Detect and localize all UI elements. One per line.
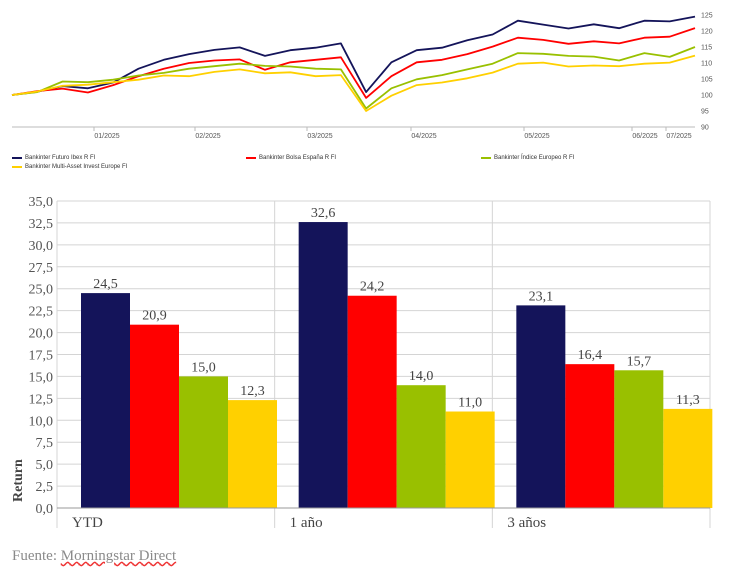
bar bbox=[516, 305, 566, 508]
legend-swatch bbox=[481, 157, 491, 159]
source-note: Fuente: Morningstar Direct bbox=[12, 548, 176, 565]
data-label: 12,3 bbox=[240, 384, 265, 399]
line-series-2 bbox=[11, 46, 696, 110]
y-tick-label: 90 bbox=[701, 125, 709, 132]
bar bbox=[81, 293, 130, 508]
y-tick-label: 30,0 bbox=[29, 239, 54, 254]
data-label: 23,1 bbox=[529, 289, 554, 304]
x-tick-label: 03/2025 bbox=[307, 133, 332, 140]
bar bbox=[396, 385, 446, 508]
category-label: 3 años bbox=[507, 515, 546, 531]
bar bbox=[228, 400, 277, 508]
bar bbox=[663, 408, 713, 508]
y-tick-label: 100 bbox=[701, 93, 713, 100]
bar bbox=[614, 370, 664, 508]
legend-label: Bankinter Futuro Ibex R FI bbox=[25, 155, 96, 161]
data-label: 32,6 bbox=[311, 206, 336, 221]
x-tick-label: 02/2025 bbox=[195, 133, 220, 140]
bar bbox=[445, 411, 495, 508]
legend-item-bolsa-espana: Bankinter Bolsa España R FI bbox=[246, 155, 336, 161]
legend-swatch bbox=[12, 166, 22, 168]
y-tick-label: 25,0 bbox=[29, 283, 54, 298]
x-tick-label: 07/2025 bbox=[666, 133, 691, 140]
x-tick-label: 01/2025 bbox=[94, 133, 119, 140]
y-tick-label: 12,5 bbox=[29, 392, 54, 407]
data-label: 11,3 bbox=[676, 393, 700, 408]
category-label: YTD bbox=[72, 515, 103, 531]
bar bbox=[179, 376, 228, 508]
x-tick-label: 05/2025 bbox=[524, 133, 549, 140]
y-tick-label: 15,0 bbox=[29, 370, 54, 385]
legend-swatch bbox=[12, 157, 22, 159]
y-tick-label: 5,0 bbox=[36, 458, 54, 473]
data-label: 15,7 bbox=[627, 354, 652, 369]
line-series-0 bbox=[11, 15, 696, 96]
data-label: 11,0 bbox=[458, 396, 482, 411]
y-tick-label: 32,5 bbox=[29, 217, 54, 232]
y-tick-label: 125 bbox=[701, 13, 713, 20]
source-prefix: Fuente: bbox=[12, 548, 61, 564]
y-tick-label: 17,5 bbox=[29, 349, 54, 364]
data-label: 24,2 bbox=[360, 280, 385, 295]
line-chart: 90 95 100 105 110 115 120 125 01/2025 02/2025 03/2… bbox=[11, 13, 713, 140]
y-axis-label: Return bbox=[11, 459, 26, 502]
y-tick-label: 20,0 bbox=[29, 327, 54, 342]
bar-chart: 0,0 2,5 5,0 7,5 10,0 12,5 15,0 17,5 20,0 22,5 25,0… bbox=[11, 195, 713, 531]
line-series-3 bbox=[11, 54, 696, 112]
y-tick-label: 110 bbox=[701, 61, 712, 68]
y-tick-label: 115 bbox=[701, 45, 712, 52]
legend-item-multi-asset: Bankinter Multi-Asset Invest Europe FI bbox=[12, 164, 127, 170]
y-tick-label: 7,5 bbox=[36, 436, 54, 451]
legend-label: Bankinter Multi-Asset Invest Europe FI bbox=[25, 164, 128, 170]
y-tick-label: 10,0 bbox=[29, 414, 54, 429]
legend-label: Bankinter Índice Europeo R FI bbox=[494, 155, 575, 161]
bar bbox=[565, 364, 615, 508]
legend-item-indice-europeo: Bankinter Índice Europeo R FI bbox=[481, 155, 574, 161]
bar bbox=[298, 222, 348, 508]
y-tick-label: 2,5 bbox=[36, 480, 54, 495]
x-tick-label: 04/2025 bbox=[411, 133, 436, 140]
source-link[interactable]: Morningstar Direct bbox=[60, 548, 177, 564]
data-label: 24,5 bbox=[93, 277, 118, 292]
y-tick-label: 27,5 bbox=[29, 261, 54, 276]
y-tick-label: 35,0 bbox=[29, 195, 54, 210]
y-tick-label: 95 bbox=[701, 109, 709, 116]
legend-swatch bbox=[246, 157, 256, 159]
legend-item-futuro-ibex: Bankinter Futuro Ibex R FI bbox=[12, 155, 95, 161]
y-tick-label: 22,5 bbox=[29, 305, 54, 320]
y-tick-label: 105 bbox=[701, 77, 713, 84]
bar bbox=[130, 324, 179, 508]
x-tick-label: 06/2025 bbox=[632, 133, 657, 140]
data-label: 15,0 bbox=[191, 360, 216, 375]
bar bbox=[347, 295, 397, 508]
data-label: 16,4 bbox=[578, 348, 603, 363]
y-tick-label: 120 bbox=[701, 29, 713, 36]
data-label: 20,9 bbox=[142, 309, 167, 324]
data-label: 14,0 bbox=[409, 369, 434, 384]
legend-label: Bankinter Bolsa España R FI bbox=[259, 155, 337, 161]
category-label: 1 año bbox=[290, 515, 323, 531]
y-tick-label: 0,0 bbox=[36, 502, 54, 517]
